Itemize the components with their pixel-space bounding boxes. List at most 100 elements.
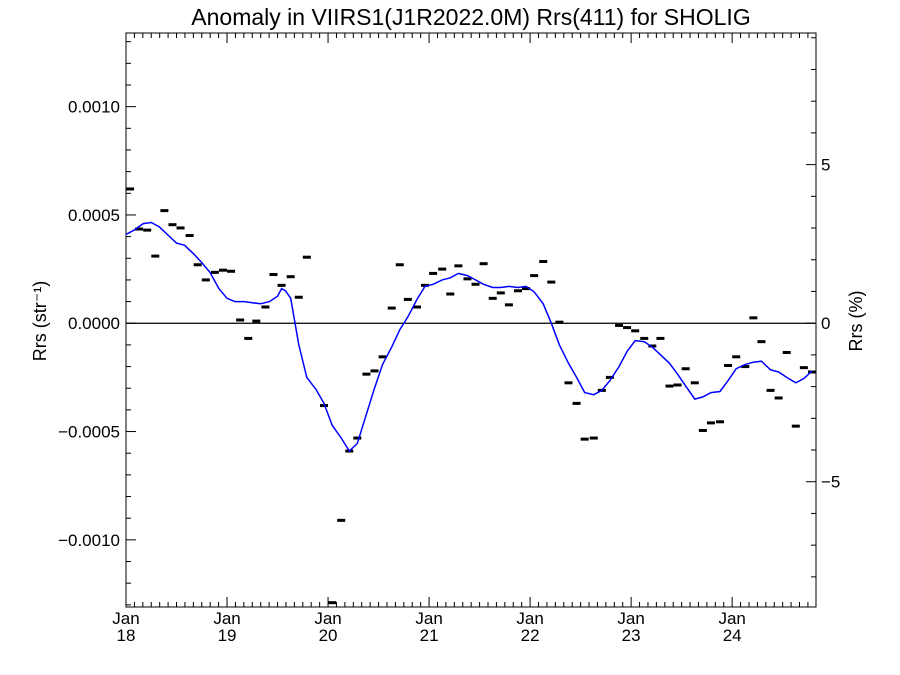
x-tick-label-year: 19: [218, 626, 237, 645]
anomaly-point: [252, 319, 261, 323]
x-tick-label-month: Jan: [314, 609, 341, 628]
anomaly-point: [454, 264, 463, 268]
anomaly-point: [656, 336, 665, 340]
plot-area: 0.00100.00050.0000−0.0005−0.001050−5Jan1…: [58, 32, 840, 645]
anomaly-point: [799, 366, 808, 370]
anomaly-point: [724, 363, 733, 367]
anomaly-point: [185, 234, 194, 238]
anomaly-point: [564, 381, 573, 385]
anomaly-point: [353, 436, 362, 440]
anomaly-point: [589, 436, 598, 440]
chart-title: Anomaly in VIIRS1(J1R2022.0M) Rrs(411) f…: [191, 4, 750, 30]
anomaly-point: [749, 316, 758, 320]
anomaly-point: [698, 428, 707, 432]
smoothed-anomaly-line: [125, 221, 813, 453]
x-tick-label-year: 22: [521, 626, 540, 645]
anomaly-point: [403, 297, 412, 301]
y-left-tick-label: −0.0005: [58, 423, 120, 442]
anomaly-point: [479, 262, 488, 266]
anomaly-point: [193, 263, 202, 267]
anomaly-point: [201, 278, 210, 282]
anomaly-point: [463, 277, 472, 281]
x-tick-label-year: 24: [723, 626, 742, 645]
anomaly-point: [210, 270, 219, 274]
anomaly-point: [227, 269, 236, 273]
anomaly-point: [547, 280, 556, 284]
anomaly-point: [244, 336, 253, 340]
anomaly-point: [471, 282, 480, 286]
x-tick-label-year: 18: [117, 626, 136, 645]
y-right-tick-label: 5: [821, 156, 830, 175]
anomaly-point: [176, 226, 185, 230]
anomaly-point: [160, 209, 169, 213]
anomaly-point: [438, 267, 447, 271]
anomaly-point: [513, 289, 522, 293]
anomaly-point: [277, 283, 286, 287]
x-tick-label-month: Jan: [718, 609, 745, 628]
anomaly-point: [807, 370, 816, 374]
anomaly-point: [446, 292, 455, 296]
y-left-tick-label: 0.0010: [68, 98, 120, 117]
anomaly-point: [665, 384, 674, 388]
y-right-tick-label: 0: [821, 314, 830, 333]
anomaly-point: [605, 375, 614, 379]
anomaly-point: [269, 273, 278, 277]
anomaly-point: [741, 365, 750, 369]
anomaly-point: [732, 355, 741, 359]
anomaly-point: [328, 601, 337, 605]
anomaly-point: [530, 274, 539, 278]
anomaly-point: [623, 326, 632, 330]
anomaly-point: [429, 271, 438, 275]
anomaly-point: [716, 420, 725, 424]
anomaly-point: [572, 401, 581, 405]
anomaly-point: [580, 437, 589, 441]
y-axis-right-label: Rrs (%): [846, 291, 866, 352]
anomaly-point: [370, 369, 379, 373]
anomaly-point: [522, 287, 531, 291]
anomaly-point: [782, 350, 791, 354]
anomaly-point: [488, 296, 497, 300]
anomaly-point: [496, 291, 505, 295]
x-tick-label-month: Jan: [112, 609, 139, 628]
anomaly-point: [294, 295, 303, 299]
anomaly-point: [555, 320, 564, 324]
y-left-tick-label: 0.0000: [68, 314, 120, 333]
anomaly-point: [395, 263, 404, 267]
anomaly-point: [757, 340, 766, 344]
y-right-tick-label: −5: [821, 473, 840, 492]
x-tick-label-year: 21: [420, 626, 439, 645]
anomaly-point: [766, 388, 775, 392]
anomaly-point: [151, 254, 160, 258]
anomaly-point: [774, 396, 783, 400]
x-tick-label-year: 20: [319, 626, 338, 645]
anomaly-point: [286, 275, 295, 279]
anomaly-point: [337, 518, 346, 522]
y-axis-left-label: Rrs (str⁻¹): [30, 281, 50, 361]
anomaly-point: [362, 372, 371, 376]
x-tick-label-month: Jan: [617, 609, 644, 628]
anomaly-point: [539, 260, 548, 264]
anomaly-point: [504, 303, 513, 307]
anomaly-point: [168, 223, 177, 227]
x-tick-label-month: Jan: [213, 609, 240, 628]
y-left-tick-label: −0.0010: [58, 531, 120, 550]
anomaly-point: [631, 329, 640, 333]
anomaly-point: [648, 344, 657, 348]
x-tick-label-month: Jan: [415, 609, 442, 628]
anomaly-point: [706, 421, 715, 425]
anomaly-point: [615, 323, 624, 327]
anomaly-point: [143, 228, 152, 232]
anomaly-point: [302, 255, 311, 259]
anomaly-point: [236, 318, 245, 322]
anomaly-point: [690, 381, 699, 385]
anomaly-point: [135, 227, 144, 231]
anomaly-point: [640, 336, 649, 340]
anomaly-point: [218, 268, 227, 272]
y-left-tick-label: 0.0005: [68, 206, 120, 225]
x-tick-label-year: 23: [622, 626, 641, 645]
anomaly-point: [387, 306, 396, 310]
anomaly-point: [261, 305, 270, 309]
anomaly-point: [378, 355, 387, 359]
